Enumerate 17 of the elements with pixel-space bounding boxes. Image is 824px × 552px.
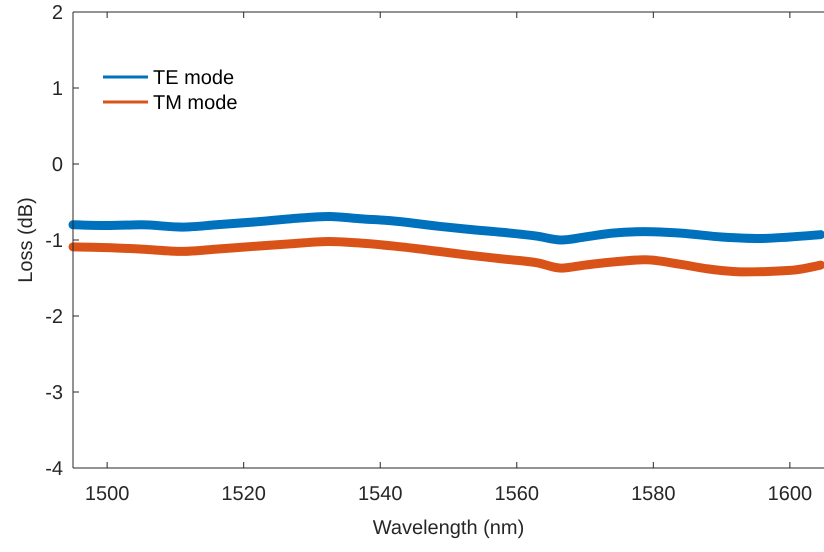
y-tick-label: -4 [45,458,63,480]
legend-label: TM mode [153,92,238,114]
x-tick-label: 1500 [84,483,130,505]
y-tick-label: -1 [45,230,63,252]
x-tick-label: 1540 [358,483,402,505]
x-tick-label: 1580 [631,483,676,505]
y-axis-title: Loss (dB) [15,197,37,283]
x-tick-label: 1600 [768,483,812,505]
x-tick-label: 1520 [221,483,266,505]
x-axis-title: Wavelength (nm) [372,517,524,539]
y-tick-label: 0 [52,154,63,176]
legend-label: TE mode [153,67,234,89]
y-tick-label: -2 [45,306,63,328]
y-tick-label: -3 [45,382,63,404]
y-tick-label: 1 [52,78,63,100]
x-tick-label: 1560 [494,483,540,505]
y-tick-label: 2 [52,2,63,24]
